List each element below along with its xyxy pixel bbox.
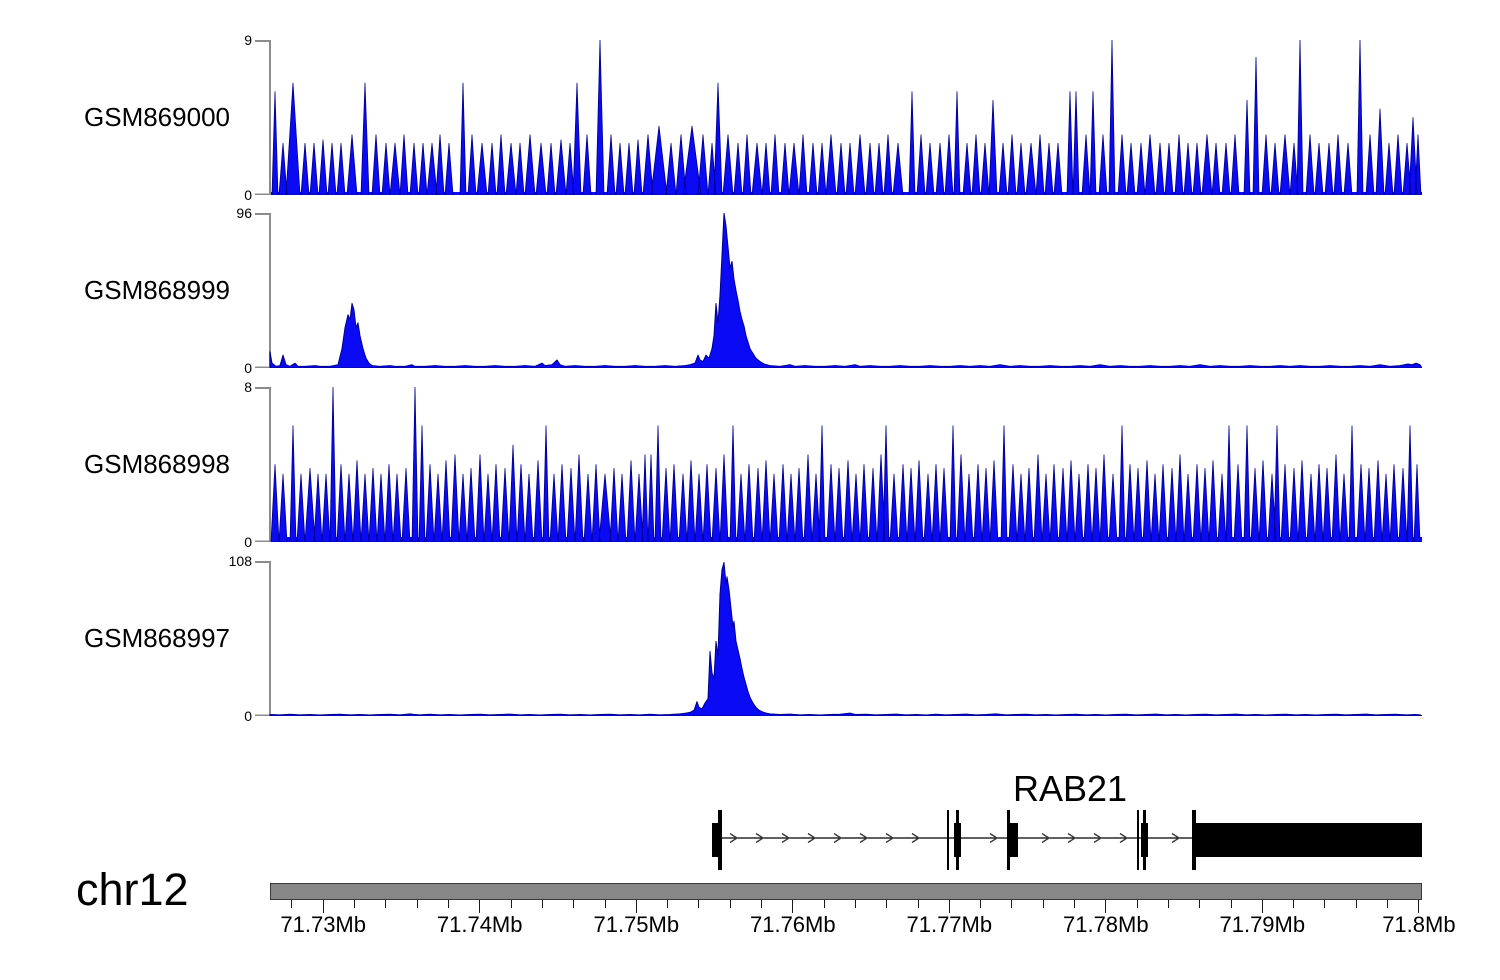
- y-axis-min-label: 0: [244, 708, 252, 724]
- track-label-gsm868999: GSM868999: [84, 275, 230, 305]
- axis-minor-tick: [667, 900, 669, 908]
- axis-minor-tick: [385, 900, 387, 908]
- axis-minor-tick: [1293, 900, 1295, 908]
- axis-major-tick: [1418, 900, 1420, 913]
- track-label-gsm869000: GSM869000: [84, 102, 230, 132]
- axis-minor-tick: [854, 900, 856, 908]
- axis-minor-tick: [917, 900, 919, 908]
- signal-track-gsm868999: [255, 213, 1422, 368]
- axis-minor-tick: [980, 900, 982, 908]
- axis-minor-tick: [729, 900, 731, 908]
- chromosome-label: chr12: [76, 864, 189, 915]
- axis-minor-tick: [416, 900, 418, 908]
- signal-track-gsm869000: [255, 40, 1422, 195]
- gene-label: RAB21: [1012, 768, 1128, 809]
- gene-model-track: [712, 810, 1422, 870]
- axis-minor-tick: [1167, 900, 1169, 908]
- axis-tick-label: 71.73Mb: [280, 912, 366, 937]
- axis-minor-tick: [761, 900, 762, 908]
- track-label-gsm868997: GSM868997: [84, 623, 230, 653]
- axis-tick-label: 71.79Mb: [1219, 912, 1306, 937]
- axis-minor-tick: [604, 900, 606, 908]
- y-axis-max-label: 108: [228, 553, 252, 569]
- axis-minor-tick: [447, 900, 449, 908]
- signal-track-gsm868997: [255, 561, 1422, 716]
- y-axis-min-label: 0: [244, 360, 252, 376]
- axis-minor-tick: [1199, 900, 1201, 908]
- axis-minor-tick: [1136, 900, 1138, 908]
- axis-minor-tick: [1230, 900, 1232, 908]
- axis-minor-tick: [1324, 900, 1326, 908]
- chromosome-bar: [270, 883, 1422, 900]
- axis-minor-tick: [1011, 900, 1013, 908]
- y-axis-min-label: 0: [244, 187, 252, 203]
- axis-major-tick: [948, 900, 950, 913]
- axis-major-tick: [792, 900, 794, 913]
- axis-minor-tick: [541, 900, 543, 908]
- y-axis-min-label: 0: [244, 534, 252, 550]
- axis-minor-tick: [1042, 900, 1044, 908]
- axis-minor-tick: [354, 900, 355, 908]
- axis-tick-label: 71.78Mb: [1062, 912, 1149, 937]
- track-label-gsm868998: GSM868998: [84, 449, 230, 479]
- axis-minor-tick: [510, 900, 512, 908]
- axis-minor-tick: [1387, 900, 1389, 908]
- axis-minor-tick: [291, 900, 293, 908]
- y-axis-max-label: 9: [244, 32, 252, 48]
- axis-minor-tick: [886, 900, 888, 908]
- axis-tick-label: 71.77Mb: [906, 912, 993, 937]
- axis-tick-label: 71.75Mb: [593, 912, 680, 937]
- axis-minor-tick: [1074, 900, 1075, 908]
- axis-major-tick: [479, 900, 481, 913]
- axis-minor-tick: [823, 900, 825, 908]
- axis-major-tick: [1105, 900, 1107, 913]
- axis-major-tick: [322, 900, 324, 913]
- signal-track-gsm868998: [255, 387, 1422, 542]
- axis-tick-label: 71.8Mb: [1382, 912, 1456, 937]
- axis-minor-tick: [1355, 900, 1357, 908]
- axis-minor-tick: [573, 900, 575, 908]
- axis-minor-tick: [698, 900, 700, 908]
- axis-major-tick: [635, 900, 637, 913]
- axis-tick-label: 71.76Mb: [749, 912, 836, 937]
- y-axis-max-label: 96: [236, 205, 252, 221]
- y-axis-max-label: 8: [244, 379, 252, 395]
- axis-tick-label: 71.74Mb: [436, 912, 523, 937]
- axis-major-tick: [1261, 900, 1263, 913]
